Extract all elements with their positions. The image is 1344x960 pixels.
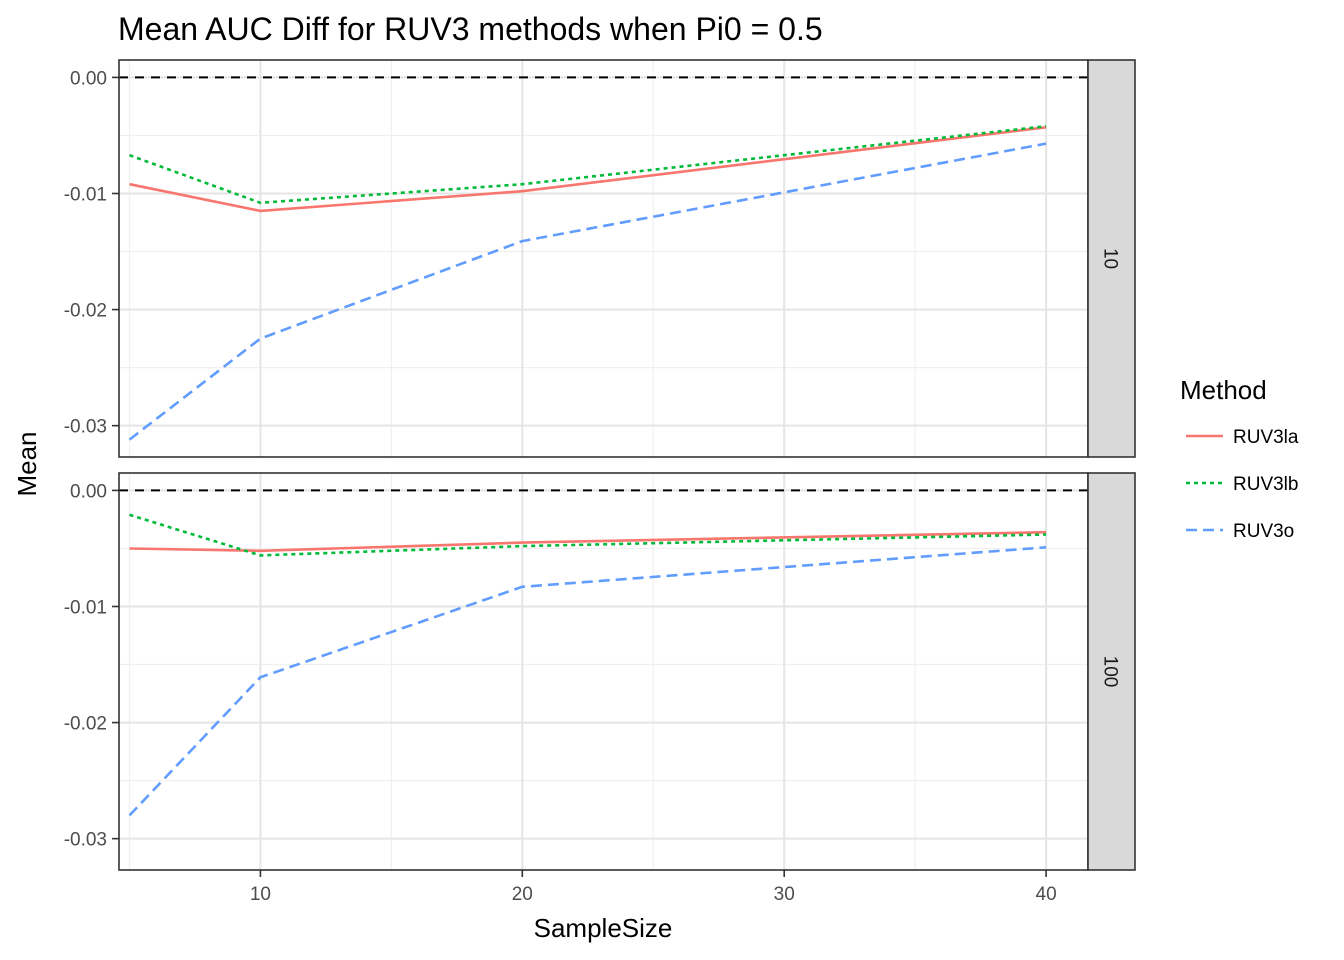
facet-strip <box>1087 59 1136 458</box>
y-tick-label: 0.00 <box>70 68 107 89</box>
facet-strip <box>1087 472 1136 871</box>
legend-item-ruv3lb: RUV3lb <box>1186 474 1298 495</box>
y-axis-label: Mean <box>12 431 42 496</box>
facet-panel-100: 0.00 -0.01 -0.02 -0.03 100 <box>64 472 1136 871</box>
y-tick-label: -0.03 <box>64 830 107 851</box>
panel-background <box>119 473 1088 870</box>
legend-item-ruv3la: RUV3la <box>1186 427 1299 448</box>
x-tick-label: 30 <box>774 884 795 905</box>
y-tick-label: -0.01 <box>64 184 107 205</box>
chart-title: Mean AUC Diff for RUV3 methods when Pi0 … <box>118 11 823 47</box>
series-line-ruv3o <box>128 546 1047 817</box>
series-line-ruv3lb <box>129 124 1047 205</box>
facet-strip-label: 10 <box>1100 248 1121 269</box>
facet-strip-label: 100 <box>1100 656 1121 688</box>
y-tick-label: -0.03 <box>64 417 107 438</box>
x-tick-label: 20 <box>512 884 533 905</box>
x-tick-label: 40 <box>1036 884 1057 905</box>
x-tick-label: 10 <box>250 884 271 905</box>
facet-panel-10: 0.00 -0.01 -0.02 -0.03 10 <box>64 59 1136 458</box>
x-axis: 10 20 30 40 <box>250 870 1057 905</box>
legend-item-ruv3o: RUV3o <box>1186 521 1294 542</box>
x-axis-label: SampleSize <box>534 913 673 943</box>
series-line-ruv3la <box>129 530 1047 553</box>
panel-background <box>119 60 1088 457</box>
facet-panels: 0.00 -0.01 -0.02 -0.03 10 0.00 -0.01 -0.02 -0.03… <box>64 59 1136 905</box>
series-line-ruv3la <box>129 126 1047 213</box>
legend-label: RUV3la <box>1233 427 1299 448</box>
y-tick-label: -0.02 <box>64 714 107 735</box>
legend-title: Method <box>1180 375 1267 405</box>
legend: Method RUV3la RUV3lb RUV3o <box>1180 375 1299 542</box>
legend-label: RUV3lb <box>1233 474 1298 495</box>
y-tick-label: -0.02 <box>64 301 107 322</box>
y-tick-label: 0.00 <box>70 481 107 502</box>
legend-label: RUV3o <box>1233 521 1294 542</box>
y-tick-label: -0.01 <box>64 597 107 618</box>
